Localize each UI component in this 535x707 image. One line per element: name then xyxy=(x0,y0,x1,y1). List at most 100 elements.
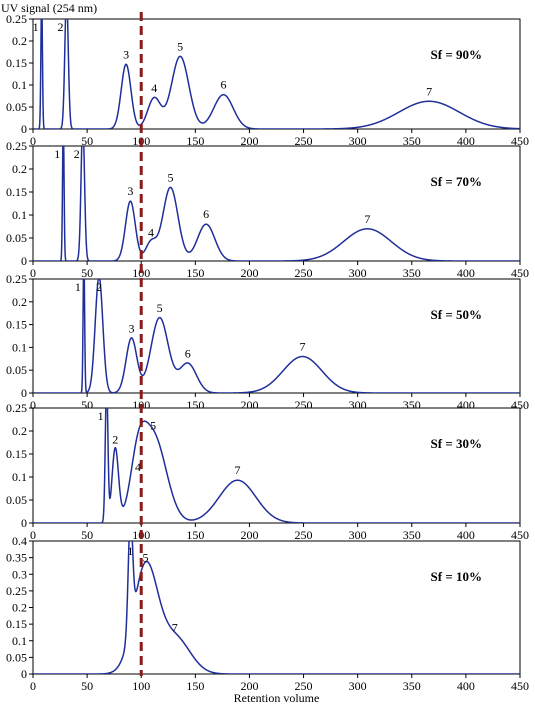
peak-label: 2 xyxy=(74,147,80,161)
sf-label: Sf = 90% xyxy=(431,47,482,62)
y-tick-label: 0 xyxy=(21,254,27,268)
y-tick-label: 0.15 xyxy=(6,447,27,461)
x-tick-label: 200 xyxy=(240,134,258,148)
peak-label: 7 xyxy=(172,620,178,634)
x-tick-label: 0 xyxy=(30,679,36,693)
y-tick-label: 0.15 xyxy=(6,318,27,332)
y-tick-label: 0.1 xyxy=(12,634,27,648)
y-tick-label: 0.25 xyxy=(6,584,27,598)
y-tick-label: 0.15 xyxy=(6,617,27,631)
peak-label: 5 xyxy=(150,419,156,433)
peak-label: 1 xyxy=(127,544,133,558)
signal-line xyxy=(33,146,520,261)
x-tick-label: 300 xyxy=(349,134,367,148)
y-tick-label: 0.1 xyxy=(12,78,27,92)
peak-label: 1 xyxy=(98,409,104,423)
x-tick-label: 50 xyxy=(81,679,93,693)
x-tick-label: 450 xyxy=(511,266,529,280)
peak-label: 3 xyxy=(123,47,129,61)
x-tick-label: 150 xyxy=(186,266,204,280)
peak-label: 7 xyxy=(235,463,241,477)
x-tick-label: 350 xyxy=(403,134,421,148)
peak-label: 2 xyxy=(58,20,64,34)
x-tick-label: 50 xyxy=(81,266,93,280)
peak-label: 2 xyxy=(112,432,118,446)
y-tick-label: 0 xyxy=(21,667,27,681)
chart-panel-5: 0 0.05 0.1 0.15 0.2 0.25 0.3 0.35 0.4 0 50 100 150 20… xyxy=(6,534,529,693)
chart-panel-3: 00.050.10.150.20.25050100150200250300350… xyxy=(6,272,529,412)
peak-label: 1 xyxy=(75,280,81,294)
y-tick-label: 0.05 xyxy=(6,231,27,245)
y-tick-label: 0.2 xyxy=(12,162,27,176)
peak-label: 3 xyxy=(127,184,133,198)
x-tick-label: 50 xyxy=(81,528,93,542)
plot-frame xyxy=(32,278,521,394)
y-tick-label: 0 xyxy=(21,122,27,136)
y-tick-label: 0.25 xyxy=(6,12,27,26)
y-tick-label: 0.1 xyxy=(12,340,27,354)
x-tick-label: 0 xyxy=(30,134,36,148)
peak-label: 5 xyxy=(143,551,149,565)
x-tick-label: 250 xyxy=(295,134,313,148)
x-tick-label: 200 xyxy=(240,528,258,542)
peak-label: 4 xyxy=(151,81,157,95)
plot-frame xyxy=(32,18,521,130)
y-tick-label: 0.2 xyxy=(12,601,27,615)
peak-label: 1 xyxy=(54,147,60,161)
signal-line xyxy=(33,279,520,393)
y-tick-label: 0.05 xyxy=(6,493,27,507)
peak-label: 7 xyxy=(364,212,370,226)
peak-label: 4 xyxy=(148,226,154,240)
y-tick-label: 0.25 xyxy=(6,139,27,153)
x-tick-label: 400 xyxy=(457,528,475,542)
sf-label: Sf = 30% xyxy=(431,436,482,451)
x-tick-label: 350 xyxy=(403,528,421,542)
x-tick-label: 50 xyxy=(81,134,93,148)
signal-line xyxy=(33,541,520,674)
plot-frame xyxy=(32,540,521,675)
y-tick-label: 0.4 xyxy=(12,534,27,548)
x-tick-label: 300 xyxy=(349,679,367,693)
x-tick-label: 350 xyxy=(403,266,421,280)
x-tick-label: 250 xyxy=(295,679,313,693)
x-tick-label: 200 xyxy=(240,679,258,693)
x-tick-label: 300 xyxy=(349,528,367,542)
peak-label: 7 xyxy=(426,84,432,98)
x-tick-label: 0 xyxy=(30,398,36,412)
sf-label: Sf = 70% xyxy=(431,174,482,189)
x-tick-label: 100 xyxy=(132,266,150,280)
chart-panel-4: 00.050.10.150.20.25050100150200250300350… xyxy=(6,401,529,542)
x-tick-label: 150 xyxy=(186,679,204,693)
x-tick-label: 400 xyxy=(457,679,475,693)
x-tick-label: 150 xyxy=(186,528,204,542)
peak-label: 5 xyxy=(157,301,163,315)
y-tick-label: 0.2 xyxy=(12,424,27,438)
x-tick-label: 400 xyxy=(457,134,475,148)
peak-label: 6 xyxy=(203,207,209,221)
peak-label: 7 xyxy=(299,340,305,354)
y-tick-label: 0.05 xyxy=(6,100,27,114)
x-tick-label: 350 xyxy=(403,679,421,693)
x-tick-label: 400 xyxy=(457,266,475,280)
peak-label: 3 xyxy=(128,321,134,335)
sf-label: Sf = 10% xyxy=(431,569,482,584)
y-tick-label: 0 xyxy=(21,516,27,530)
peak-label: 6 xyxy=(185,346,191,360)
y-tick-label: 0.3 xyxy=(12,567,27,581)
x-tick-label: 450 xyxy=(511,679,529,693)
x-tick-label: 150 xyxy=(186,134,204,148)
y-tick-label: 0.1 xyxy=(12,470,27,484)
chart-panel-1: 00.050.10.150.20.25050100150200250300350… xyxy=(6,12,529,148)
y-tick-label: 0.05 xyxy=(6,650,27,664)
signal-line xyxy=(33,408,520,523)
y-tick-label: 0.25 xyxy=(6,272,27,286)
y-signal-label: UV signal (254 nm) xyxy=(1,1,97,15)
y-tick-label: 0.2 xyxy=(12,34,27,48)
plot-frame xyxy=(32,145,521,262)
y-tick-label: 0.25 xyxy=(6,401,27,415)
x-tick-label: 450 xyxy=(511,134,529,148)
y-tick-label: 0.1 xyxy=(12,208,27,222)
x-axis-label: Retention volume xyxy=(234,691,320,705)
peak-label: 5 xyxy=(177,39,183,53)
